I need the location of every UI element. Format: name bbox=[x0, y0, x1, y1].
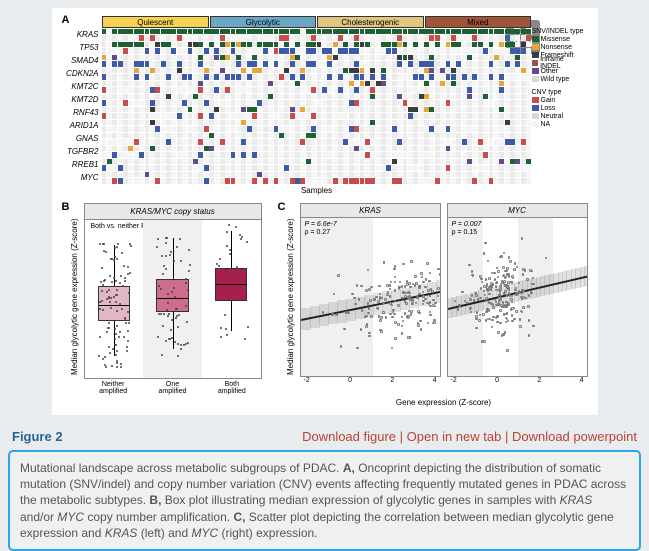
box-xtick: Bothamplified bbox=[202, 379, 261, 395]
figure-number-label: Figure 2 bbox=[12, 429, 63, 444]
box-xtick: Oneamplified bbox=[143, 379, 202, 395]
gene-label: TGFBR2 bbox=[62, 145, 102, 158]
panel-a-oncoprint: A QuiescentGlycolyticCholesterogenicMixe… bbox=[62, 16, 588, 195]
open-new-tab-link[interactable]: Open in new tab bbox=[407, 429, 502, 444]
samples-axis-label: Samples bbox=[102, 186, 532, 195]
box bbox=[156, 279, 188, 311]
legend-item: Neutral bbox=[532, 112, 584, 120]
box-xtick: Neitheramplified bbox=[84, 379, 143, 395]
gene-label: KRAS bbox=[62, 28, 102, 41]
scatter-y-axis-label: Median glycolytic gene expression (Z-sco… bbox=[286, 218, 295, 375]
scatter-xticks: -2024 bbox=[447, 377, 588, 384]
gene-label: RREB1 bbox=[62, 158, 102, 171]
gene-label: ARID1A bbox=[62, 119, 102, 132]
subtype-header: Glycolytic bbox=[210, 16, 317, 28]
scatter-panel-title: KRAS bbox=[300, 203, 441, 217]
legend-item: NA bbox=[532, 120, 584, 128]
subtype-header: Mixed bbox=[425, 16, 532, 28]
download-powerpoint-link[interactable]: Download powerpoint bbox=[512, 429, 637, 444]
scatter-x-axis-label: Gene expression (Z-score) bbox=[300, 398, 588, 407]
gene-label: CDKN2A bbox=[62, 67, 102, 80]
caption-c-label: C, bbox=[233, 510, 245, 524]
legend-item: Loss bbox=[532, 104, 584, 112]
snv-legend-title: SNV/INDEL type bbox=[532, 28, 584, 35]
boxplot-y-axis-label: Median glycolytic gene expression (Z-sco… bbox=[70, 218, 79, 375]
oncoprint-row bbox=[102, 41, 532, 54]
caption-lead: Mutational landscape across metabolic su… bbox=[20, 461, 343, 475]
legend-item: Missense bbox=[532, 35, 584, 43]
panel-b-boxplot: B KRAS/MYC copy status Both vs. neither … bbox=[62, 203, 262, 407]
oncoprint-legend: SNV/INDEL type MissenseNonsenseFrameshif… bbox=[532, 26, 584, 128]
gene-label: GNAS bbox=[62, 132, 102, 145]
oncoprint-row bbox=[102, 145, 532, 158]
oncoprint-row bbox=[102, 54, 532, 67]
box bbox=[215, 268, 247, 300]
gene-label: SMAD4 bbox=[62, 54, 102, 67]
oncoprint-row bbox=[102, 80, 532, 93]
scatter-stats: P = 0.007ρ = 0.15 bbox=[452, 221, 482, 238]
oncoprint-row bbox=[102, 67, 532, 80]
panel-c-scatter: C KRAS MYC P = 6.6e-7ρ = 0.27 P = 0.007ρ =… bbox=[278, 203, 588, 407]
oncoprint-row bbox=[102, 171, 532, 184]
subtype-header: Cholesterogenic bbox=[317, 16, 424, 28]
panel-b-letter: B bbox=[62, 201, 70, 213]
gene-label: TP53 bbox=[62, 41, 102, 54]
gene-label: KMT2D bbox=[62, 93, 102, 106]
boxplot-area: Both vs. neither P = 0.015 bbox=[84, 219, 262, 379]
oncoprint-row bbox=[102, 106, 532, 119]
panel-c-letter: C bbox=[278, 201, 286, 213]
legend-item: Inframe INDEL bbox=[532, 59, 584, 67]
caption-a-label: A, bbox=[343, 461, 355, 475]
scatter-stats: P = 6.6e-7ρ = 0.27 bbox=[305, 221, 337, 238]
oncoprint-row bbox=[102, 93, 532, 106]
download-figure-link[interactable]: Download figure bbox=[302, 429, 396, 444]
gene-label: KMT2C bbox=[62, 80, 102, 93]
figure-card: A QuiescentGlycolyticCholesterogenicMixe… bbox=[52, 8, 598, 415]
scatter-panel: P = 6.6e-7ρ = 0.27 bbox=[300, 217, 441, 377]
oncoprint-row bbox=[102, 28, 532, 41]
legend-item: Gain bbox=[532, 96, 584, 104]
scatter-panel-title: MYC bbox=[447, 203, 588, 217]
panel-a-letter: A bbox=[62, 14, 70, 26]
scatter-panel: P = 0.007ρ = 0.15 bbox=[447, 217, 588, 377]
gene-label: MYC bbox=[62, 171, 102, 184]
boxplot-title: KRAS/MYC copy status bbox=[84, 203, 262, 219]
subtype-header: Quiescent bbox=[102, 16, 209, 28]
gene-label: RNF43 bbox=[62, 106, 102, 119]
cnv-legend-title: CNV type bbox=[532, 89, 584, 96]
oncoprint-row bbox=[102, 132, 532, 145]
scatter-xticks: -2024 bbox=[300, 377, 441, 384]
legend-item: Nonsense bbox=[532, 43, 584, 51]
oncoprint-row bbox=[102, 119, 532, 132]
oncoprint-row bbox=[102, 158, 532, 171]
caption-b-label: B, bbox=[149, 493, 161, 507]
figure-toolbar: Figure 2 Download figure | Open in new t… bbox=[0, 425, 649, 450]
figure-caption: Mutational landscape across metabolic su… bbox=[8, 450, 641, 551]
legend-item: Wild type bbox=[532, 75, 584, 83]
